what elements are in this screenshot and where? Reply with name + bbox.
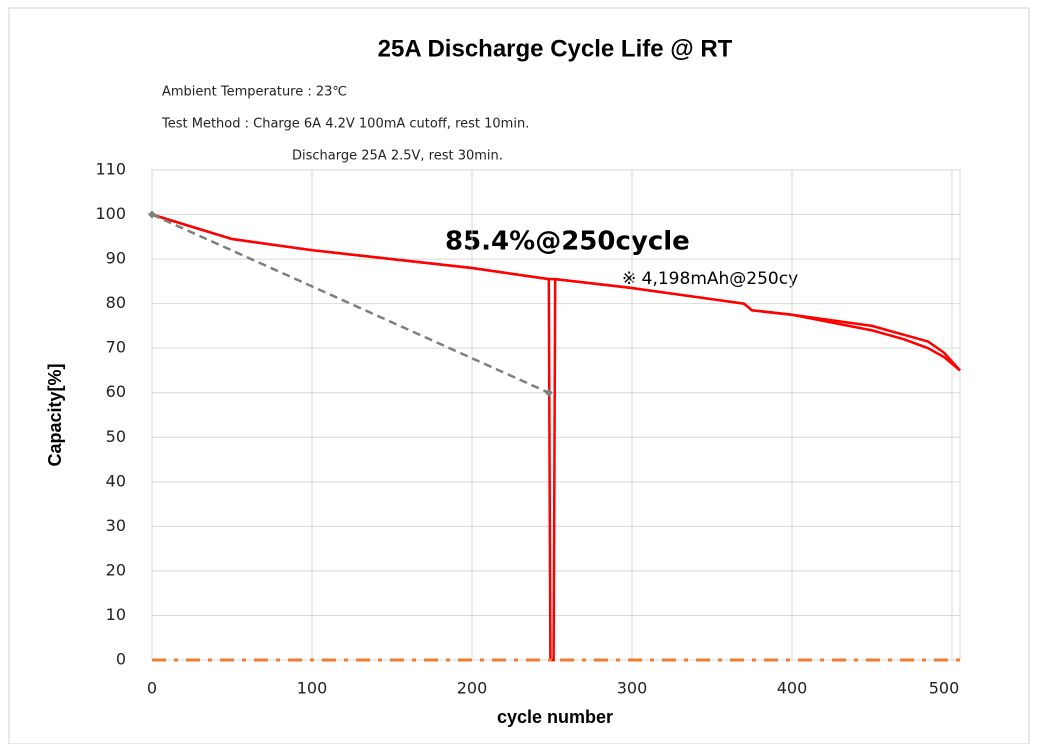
x-tick-label: 400: [777, 679, 808, 698]
y-tick-label: 30: [106, 516, 126, 535]
y-axis-label: Capacity[%]: [45, 363, 65, 466]
x-tick-label: 0: [147, 679, 157, 698]
point: [544, 388, 553, 397]
chart-title: 25A Discharge Cycle Life @ RT: [378, 35, 733, 62]
annotation: ※ 4,198mAh@250cy: [622, 269, 798, 289]
note: Discharge 25A 2.5V, rest 30min.: [292, 149, 503, 164]
y-tick-label: 60: [106, 382, 126, 401]
note: Test Method : Charge 6A 4.2V 100mA cutof…: [161, 117, 529, 132]
y-tick-label: 0: [116, 650, 126, 669]
x-tick-label: 200: [457, 679, 488, 698]
annotation: 85.4%@250cycle: [445, 227, 690, 257]
y-tick-label: 90: [106, 249, 126, 268]
y-tick-label: 110: [95, 160, 126, 179]
y-tick-label: 70: [106, 338, 126, 357]
frame: [8, 7, 1030, 744]
x-axis-label: cycle number: [497, 707, 613, 727]
x-tick-label: 300: [617, 679, 648, 698]
y-tick-label: 100: [95, 204, 126, 223]
y-tick-label: 20: [106, 560, 126, 579]
note: Ambient Temperature : 23℃: [162, 85, 347, 100]
plot-border: [151, 169, 961, 661]
y-tick-label: 40: [106, 471, 126, 490]
y-tick-label: 50: [106, 427, 126, 446]
series-line: [151, 213, 550, 394]
series-line: [151, 213, 961, 372]
x-tick-label: 100: [297, 679, 328, 698]
point: [148, 210, 156, 219]
y-tick-label: 80: [106, 293, 126, 312]
y-tick-label: 10: [106, 605, 126, 624]
x-tick-label: 500: [929, 679, 960, 698]
